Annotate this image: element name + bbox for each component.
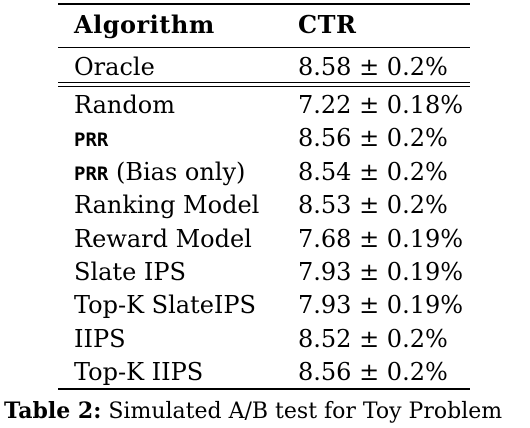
table-row-name: Random [74,91,175,119]
algorithm-code: PRR [74,129,109,151]
oracle-rule-lower [58,86,470,87]
table-row-name: Slate IPS [74,258,186,286]
table-row-name: Top-K SlateIPS [74,291,256,319]
table-row-ctr: 7.22 ± 0.18% [298,91,464,119]
table-caption: Table 2: Simulated A/B test for Toy Prob… [4,397,502,426]
algorithm-suffix: (Bias only) [108,158,246,186]
table-row-name: PRR [74,123,108,155]
bottom-rule [58,388,470,390]
caption-label: Table 2: [4,398,102,424]
table-row-ctr: 7.93 ± 0.19% [298,291,464,319]
table-row-ctr: 8.54 ± 0.2% [298,158,448,186]
table-row-name: Ranking Model [74,191,260,219]
algorithm-code: PRR [74,163,109,185]
oracle-name: Oracle [74,53,155,81]
table-row-ctr: 8.56 ± 0.2% [298,358,448,386]
table-row-name: Reward Model [74,225,252,253]
header-algorithm: Algorithm [74,10,215,39]
top-rule [58,3,470,5]
header-rule [58,47,470,48]
oracle-rule-upper [58,82,470,83]
caption-text: Simulated A/B test for Toy Problem [101,399,503,424]
table-row-ctr: 8.52 ± 0.2% [298,325,448,353]
table-row-name: IIPS [74,325,126,353]
header-ctr: CTR [298,10,357,39]
table-row-ctr: 7.93 ± 0.19% [298,258,464,286]
table-row-ctr: 8.53 ± 0.2% [298,191,448,219]
table-row-name: Top-K IIPS [74,358,204,386]
table-row-ctr: 8.56 ± 0.2% [298,124,448,152]
table-row-ctr: 7.68 ± 0.19% [298,225,464,253]
table-row-name: PRR (Bias only) [74,157,245,189]
oracle-ctr: 8.58 ± 0.2% [298,53,448,81]
